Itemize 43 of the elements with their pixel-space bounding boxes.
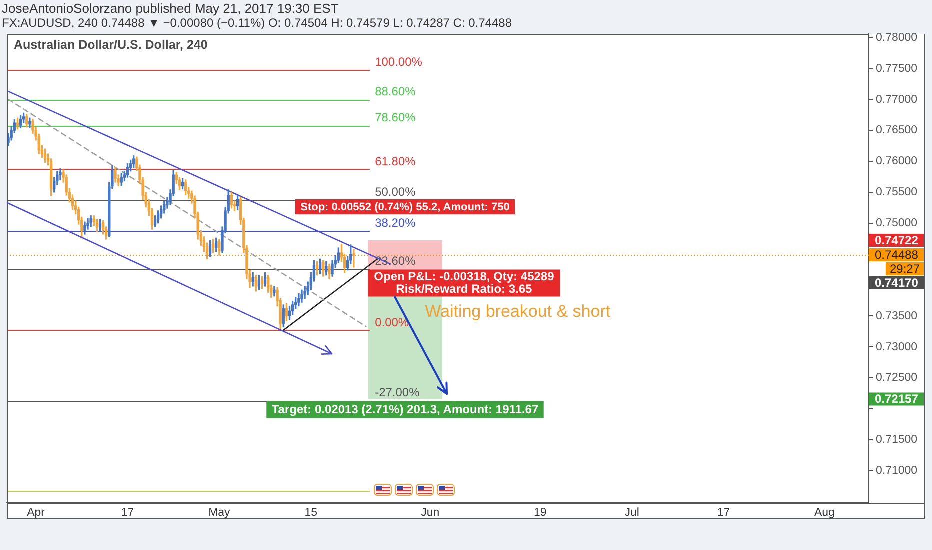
chart-title: Australian Dollar/U.S. Dollar, 240 bbox=[14, 38, 208, 52]
x-tick-label: Apr bbox=[27, 507, 46, 520]
text: 0.74722 bbox=[875, 233, 919, 248]
band-label: Target: 0.02013 (2.71%) 201.3, Amount: 1911.67 bbox=[272, 402, 539, 417]
x-tick-label: May bbox=[208, 507, 231, 520]
ref-line-label: 61.80% bbox=[375, 154, 416, 168]
x-tick-label: 19 bbox=[534, 507, 547, 520]
ref-line-label: 0.74488 bbox=[875, 248, 919, 262]
y-tick-label: 0.73000 bbox=[876, 341, 918, 354]
y-tick-label: 0.76500 bbox=[876, 124, 918, 137]
y-tick-label: 0.71500 bbox=[876, 434, 918, 446]
y-tick-label: 0.76000 bbox=[876, 156, 918, 168]
text: JoseAntonioSolorzano published May 21, 2017 19:30 EST bbox=[2, 1, 339, 16]
annotation: Waiting breakout & short bbox=[425, 302, 611, 321]
ref-line-label: 88.60% bbox=[375, 84, 416, 99]
ref-line-label: 38.20% bbox=[375, 216, 416, 230]
y-tick-label: 0.78000 bbox=[876, 32, 918, 44]
annotation: Risk/Reward Ratio: 3.65 bbox=[396, 282, 533, 296]
y-tick-label: 0.73500 bbox=[876, 310, 918, 322]
y-tick-label: 0.75000 bbox=[876, 218, 918, 230]
y-tick-label: 0.72500 bbox=[876, 372, 918, 384]
ref-line-label: -27.00% bbox=[375, 386, 420, 400]
ref-line-label: 0.00% bbox=[375, 315, 410, 330]
chart-subtitle: FX:AUDUSD, 240 0.74488 ▼ −0.00080 (−0.11%) O: 0.74504 H: 0.74579 L: 0.74287 C: 0.74488 bbox=[2, 16, 512, 30]
ref-line-label: 100.00% bbox=[375, 54, 423, 69]
text: 0.74170 bbox=[875, 276, 919, 290]
ref-line-label: 50.00% bbox=[375, 185, 416, 200]
x-tick-label: 15 bbox=[304, 507, 318, 520]
y-tick-label: 0.71000 bbox=[876, 465, 918, 477]
annotation: Open P&L: -0.00318, Qty: 45289 bbox=[374, 270, 555, 284]
x-tick-label: 17 bbox=[121, 507, 134, 520]
text: 0.72157 bbox=[875, 392, 919, 406]
x-tick-label: Jun bbox=[421, 507, 440, 520]
band-label: Stop: 0.00552 (0.74%) 55.2, Amount: 750 bbox=[300, 202, 510, 214]
candlestick bbox=[352, 249, 356, 268]
y-tick-label: 0.77500 bbox=[876, 62, 918, 75]
x-tick-label: Jul bbox=[624, 507, 640, 520]
text: 29:27 bbox=[890, 262, 920, 276]
x-tick-label: Aug bbox=[814, 507, 835, 520]
ref-line-label: 78.60% bbox=[375, 110, 416, 125]
y-tick-label: 0.75500 bbox=[876, 186, 918, 199]
x-tick-label: 17 bbox=[717, 507, 730, 520]
y-tick-label: 0.77000 bbox=[876, 94, 918, 106]
